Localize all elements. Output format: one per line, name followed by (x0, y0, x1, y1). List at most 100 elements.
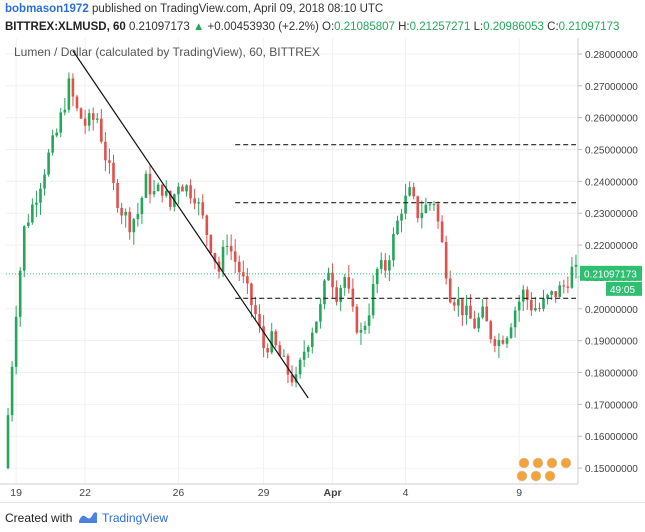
candle-body (104, 141, 107, 161)
candle-body (35, 202, 38, 205)
candle-body (517, 301, 521, 311)
y-tick-label: 0.28000000 (585, 50, 638, 61)
high-value: 0.21257271 (409, 21, 471, 33)
candle-body (461, 299, 464, 316)
candle-body (22, 226, 26, 271)
countdown-tag (606, 281, 642, 296)
candle-body (558, 285, 562, 297)
tradingview-brand[interactable]: TradingView (102, 511, 169, 525)
y-tick-label: 0.26000000 (585, 114, 638, 125)
candle-body (550, 291, 553, 295)
candle-body (213, 253, 217, 262)
candle-body (112, 162, 115, 183)
candle-body (521, 289, 525, 302)
candle-body (59, 112, 63, 133)
y-tick-label: 0.16000000 (585, 432, 638, 443)
y-tick-label: 0.27000000 (585, 82, 638, 93)
candle-body (108, 160, 111, 163)
candle-body (286, 355, 290, 375)
y-tick-label: 0.24000000 (585, 177, 638, 188)
candle-body (246, 276, 249, 284)
candle-body (14, 316, 18, 367)
footer: Created with TradingView (0, 502, 645, 532)
chart-area[interactable]: 0.28000000 0.27000000 0.26000000 0.25000000… (0, 38, 645, 502)
event-flag-icon (518, 457, 530, 469)
candle-body (254, 305, 257, 315)
candle-body (546, 294, 549, 299)
candle-body (469, 305, 472, 319)
candle-body (27, 222, 30, 227)
candle-body (266, 348, 269, 353)
y-tick-label: 0.15000000 (585, 464, 638, 475)
candle-body (404, 195, 407, 214)
publish-text: published on TradingView.com, April 09, … (91, 3, 384, 15)
candle-body (525, 289, 529, 300)
candle-body (371, 284, 375, 316)
candle-body (144, 173, 148, 198)
candle-body (71, 78, 75, 97)
candle-body (424, 204, 428, 213)
candle-body (75, 96, 79, 109)
close-label: C: (547, 21, 559, 33)
candle-body (452, 302, 456, 306)
candle-body (55, 132, 59, 136)
candle-body (100, 118, 103, 142)
candle-body (388, 260, 391, 271)
candle-body (310, 332, 314, 347)
candle-body (505, 337, 509, 344)
last-price: 0.21097173 (128, 21, 190, 33)
open-value: 0.21085807 (334, 21, 395, 33)
candle-body (79, 108, 83, 119)
candle-body (140, 197, 144, 215)
candle-body (148, 173, 152, 195)
candle-body (91, 113, 95, 120)
candle-body (477, 317, 480, 329)
candle-body (489, 321, 493, 340)
candle-body (83, 118, 87, 126)
candle-body (384, 260, 387, 271)
candle-body (335, 287, 338, 302)
candle-body (128, 211, 132, 233)
candle-body (416, 196, 420, 219)
candle-body (237, 261, 241, 273)
x-tick-label: 19 (10, 487, 22, 499)
candle-body (18, 270, 22, 317)
candle-body (47, 152, 50, 175)
candle-body (302, 351, 306, 360)
price-chart[interactable]: 0.28000000 0.27000000 0.26000000 0.25000000… (0, 38, 645, 502)
candle-body (485, 306, 489, 322)
candle-body (396, 220, 399, 235)
change-arrow-icon: ▲ (192, 21, 205, 33)
close-value: 0.21097173 (558, 21, 620, 33)
candle-body (209, 235, 213, 254)
candle-body (274, 331, 278, 346)
high-label: H: (398, 21, 410, 33)
candle-body (156, 184, 160, 192)
tradingview-logo-icon[interactable] (77, 510, 99, 524)
y-tick-label: 0.23000000 (585, 209, 638, 220)
candle-body (473, 318, 476, 329)
candle-body (221, 246, 225, 272)
y-tick-label: 0.22000000 (585, 241, 638, 252)
candle-body (298, 359, 302, 375)
candle-body (375, 268, 379, 285)
candle-body (181, 186, 184, 192)
candle-body (566, 286, 570, 288)
author-link[interactable]: bobmason1972 (5, 3, 89, 15)
candle-body (306, 346, 310, 352)
candle-body (509, 327, 513, 338)
candle-body (290, 374, 294, 383)
y-tick-label: 0.20000000 (585, 305, 638, 316)
candle-body (116, 182, 119, 208)
candle-body (87, 113, 91, 126)
candle-body (448, 278, 452, 303)
candle-body (278, 345, 282, 357)
event-flag-icon (544, 470, 556, 482)
low-value: 0.20986053 (483, 21, 544, 33)
candle-body (392, 234, 395, 261)
chart-title: Lumen / Dollar (calculated by TradingVie… (14, 45, 320, 59)
candle-body (31, 204, 34, 223)
price-change: +0.00453930 (+2.2%) (207, 21, 319, 33)
candle-body (323, 280, 326, 305)
candle-body (164, 190, 168, 196)
